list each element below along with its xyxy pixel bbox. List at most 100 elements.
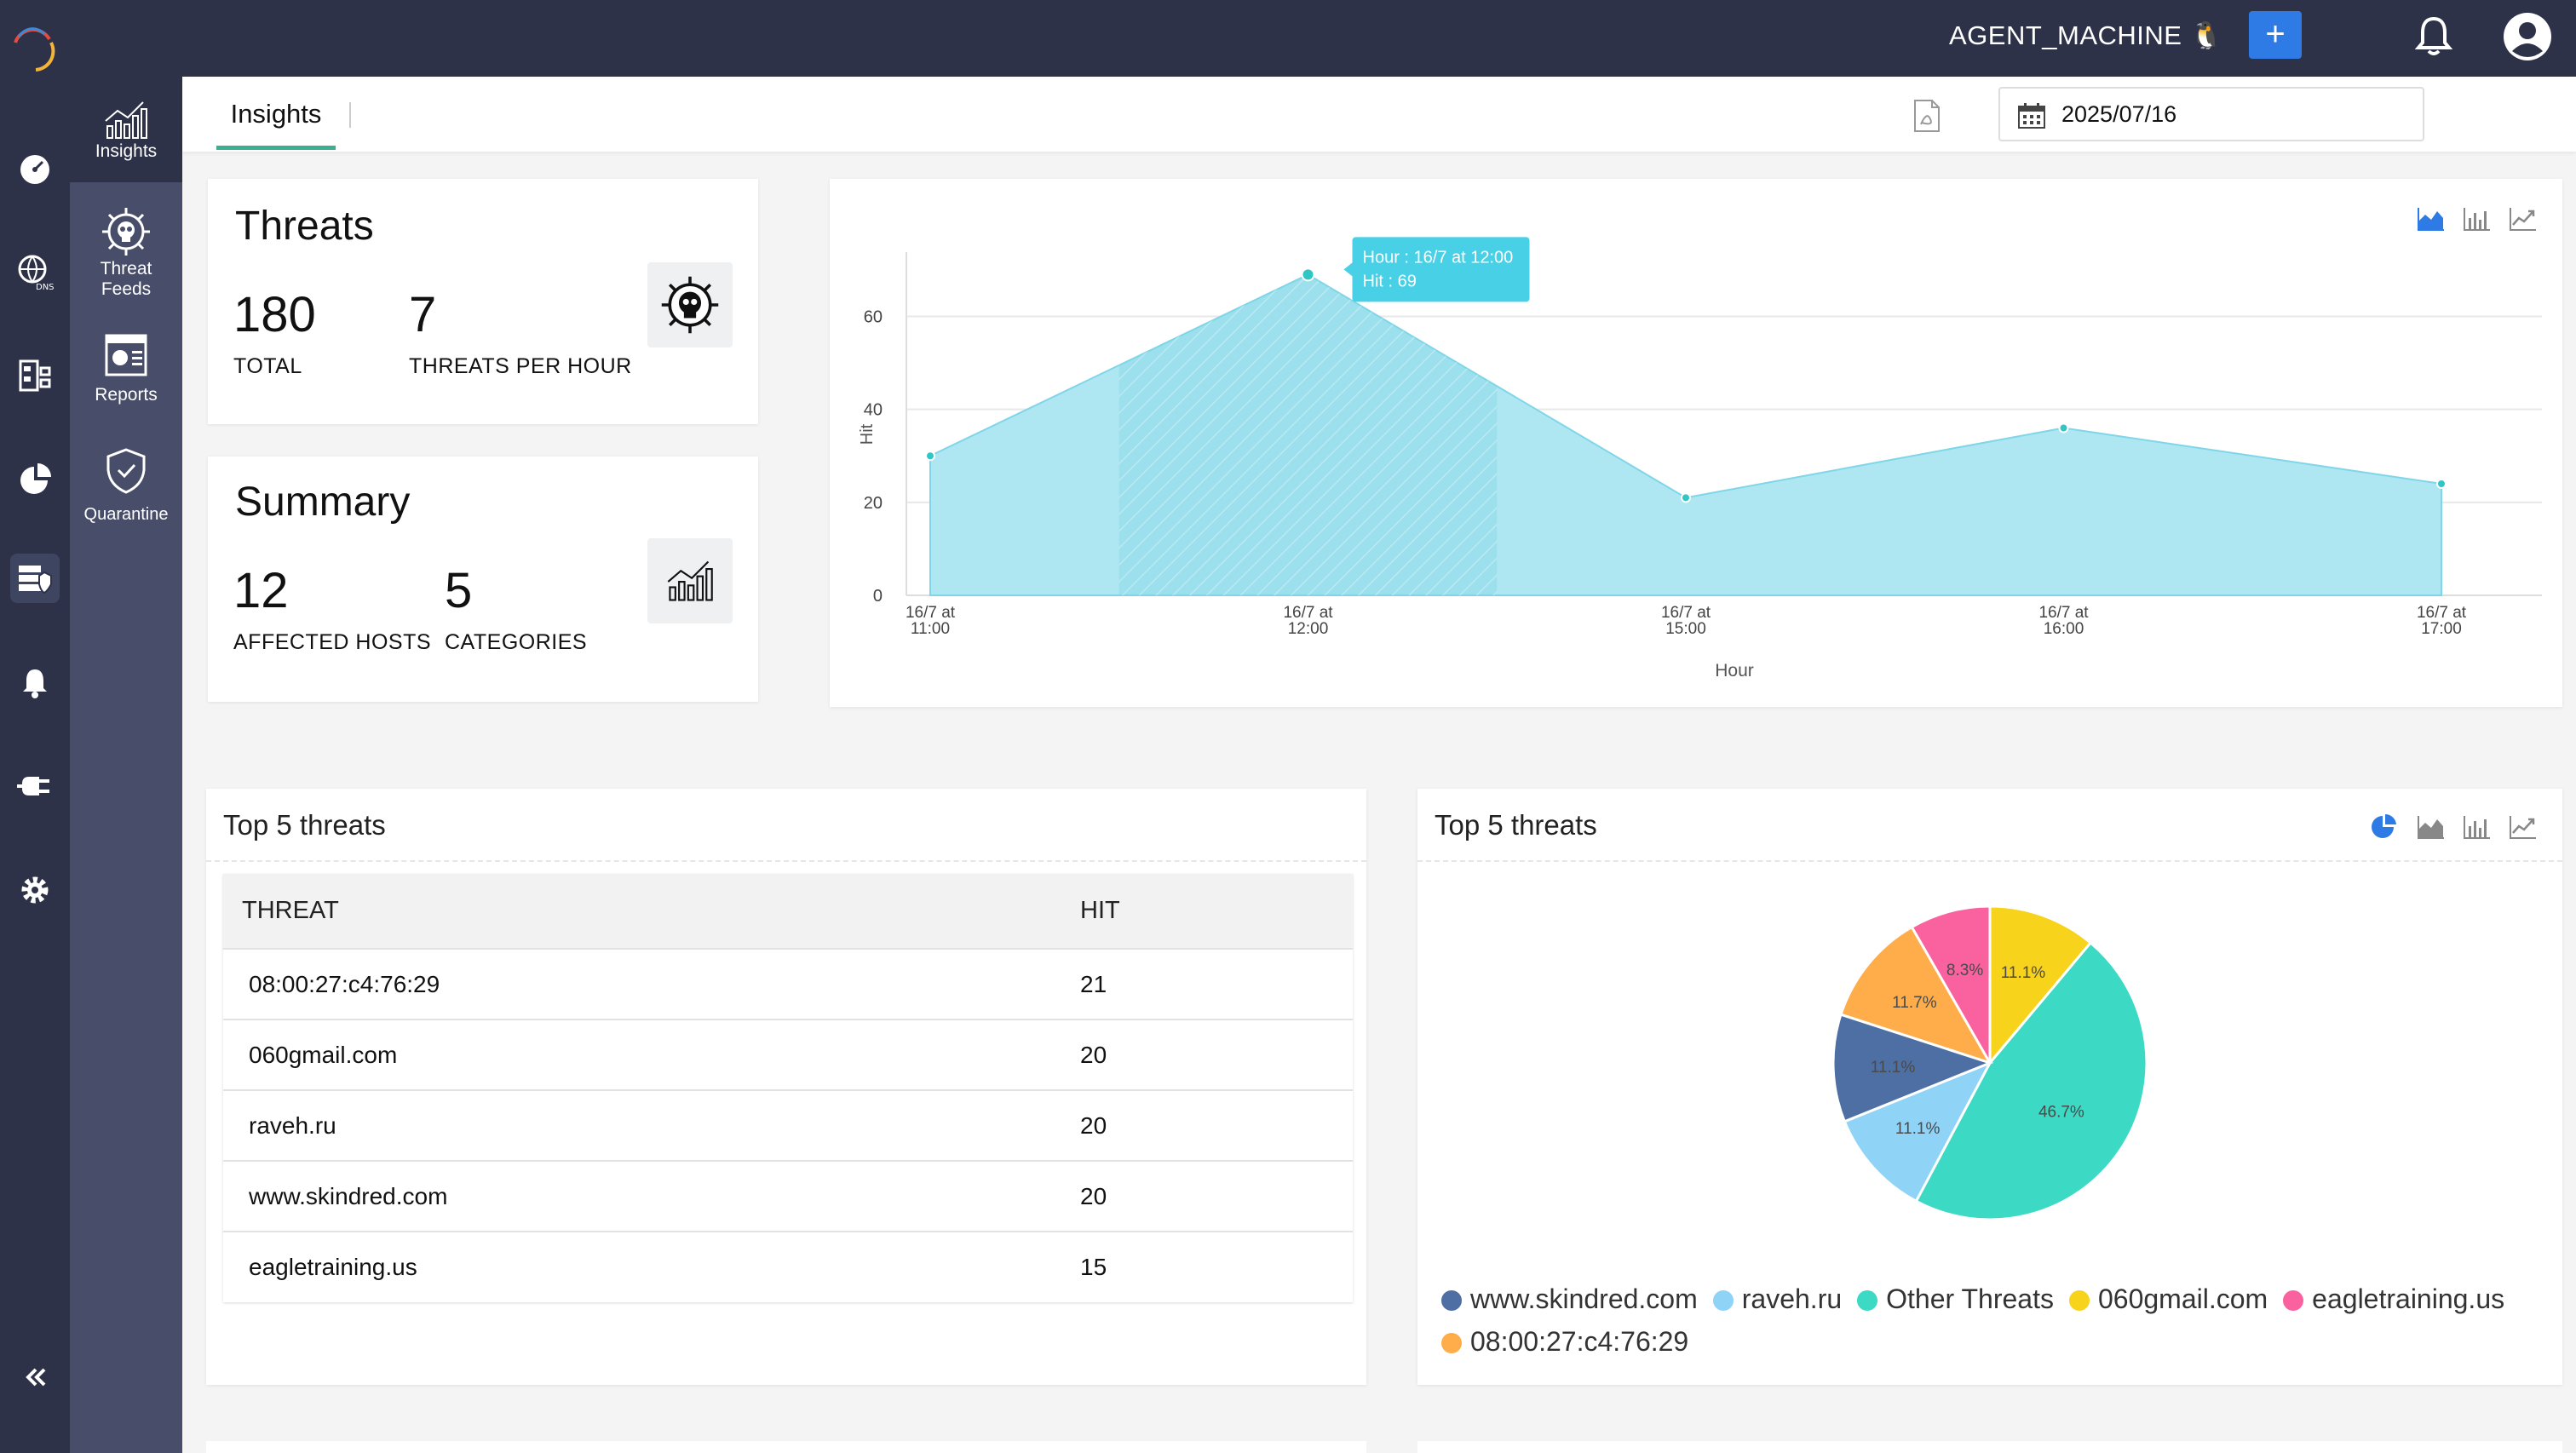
legend-swatch xyxy=(1712,1290,1734,1311)
column-header-threat[interactable]: THREAT xyxy=(223,874,1080,949)
subnav-item-quarantine[interactable]: Quarantine xyxy=(70,446,182,525)
subnav-item-insights[interactable]: Insights xyxy=(70,77,182,182)
categories-label: CATEGORIES xyxy=(445,630,588,654)
threat-server-icon[interactable] xyxy=(10,554,60,603)
table-row[interactable]: 08:00:27:c4:76:29 21 xyxy=(223,948,1353,1019)
subnav-label-quarantine: Quarantine xyxy=(83,505,169,524)
policy-list-icon[interactable] xyxy=(10,351,60,400)
y-tick-label: 40 xyxy=(864,401,883,420)
legend-item[interactable]: raveh.ru xyxy=(1712,1278,1843,1320)
shield-check-icon xyxy=(106,448,146,494)
table-row[interactable]: www.skindred.com 20 xyxy=(223,1160,1353,1232)
legend-swatch xyxy=(1441,1333,1462,1353)
affected-hosts-label: AFFECTED HOSTS xyxy=(233,630,432,654)
dns-globe-icon[interactable]: DNS xyxy=(10,247,60,296)
legend-label: Other Threats xyxy=(1886,1284,2054,1314)
legend-label: 060gmail.com xyxy=(2097,1284,2268,1314)
legend-swatch xyxy=(2283,1290,2304,1311)
settings-gear-icon[interactable] xyxy=(10,865,60,915)
legend-swatch xyxy=(2068,1290,2090,1311)
tooltip-line-2: Hit : 69 xyxy=(1363,272,1417,290)
legend-item[interactable]: 08:00:27:c4:76:29 xyxy=(1441,1320,1688,1363)
affected-hosts-value: 12 xyxy=(233,563,289,618)
y-tick-label: 0 xyxy=(873,587,883,606)
x-axis-title: Hour xyxy=(1715,661,1754,681)
line-chart-icon[interactable] xyxy=(2508,813,2537,841)
chart-tooltip: Hour : 16/7 at 12:00 Hit : 69 xyxy=(1343,237,1530,302)
insights-subnav: Insights Threat Feeds Reports Quarantine xyxy=(70,77,182,1453)
data-point[interactable] xyxy=(1681,492,1691,503)
pie-slice[interactable] xyxy=(1831,1013,1994,1123)
x-tick-label: 16/7 at 17:00 xyxy=(2417,604,2467,638)
top-threats-table: THREAT HIT 08:00:27:c4:76:29 21 060gmail.… xyxy=(223,874,1353,1302)
pie-slice[interactable] xyxy=(1914,940,2148,1221)
pie-analytics-icon[interactable] xyxy=(10,455,60,504)
threats-card-title: Threats xyxy=(235,204,374,249)
bar-chart-icon[interactable] xyxy=(2462,204,2491,233)
pie-slice-label: 11.1% xyxy=(1871,1059,1916,1077)
legend-item[interactable]: www.skindred.com xyxy=(1441,1278,1698,1320)
data-point[interactable] xyxy=(2436,479,2447,489)
insights-chart-icon xyxy=(667,560,713,601)
notifications-bell-icon[interactable] xyxy=(2411,14,2457,60)
table-row[interactable]: 060gmail.com 20 xyxy=(223,1019,1353,1090)
pie-slice[interactable] xyxy=(1843,1060,1993,1203)
table-header-row: THREAT HIT xyxy=(223,874,1353,949)
summary-card-icon-box xyxy=(647,538,733,623)
subnav-item-reports[interactable]: Reports xyxy=(70,332,182,405)
svg-text:DNS: DNS xyxy=(36,283,55,291)
line-chart-icon[interactable] xyxy=(2508,204,2537,233)
user-avatar-icon[interactable] xyxy=(2501,10,2554,63)
data-point[interactable] xyxy=(925,451,935,462)
tab-insights[interactable]: Insights xyxy=(216,77,370,152)
table-row[interactable]: eagletraining.us 15 xyxy=(223,1231,1353,1302)
section-divider xyxy=(1417,860,2562,862)
export-pdf-icon[interactable] xyxy=(1912,99,1942,133)
section-divider xyxy=(206,860,1366,862)
legend-item[interactable]: 060gmail.com xyxy=(2068,1278,2268,1320)
biohazard-skull-icon xyxy=(102,208,150,256)
alerts-bell-icon[interactable] xyxy=(10,658,60,707)
table-row[interactable]: raveh.ru 20 xyxy=(223,1089,1353,1161)
top-threats-pie-chart[interactable]: 11.7% 8.3% 11.1% 46.7% 11.1% 11.1% xyxy=(1417,860,2562,1337)
pie-slice[interactable] xyxy=(1988,905,2093,1067)
data-point[interactable] xyxy=(1301,267,1315,282)
column-header-hit[interactable]: HIT xyxy=(1080,874,1353,949)
app-logo-icon[interactable] xyxy=(7,20,61,75)
legend-label: 08:00:27:c4:76:29 xyxy=(1470,1326,1689,1357)
active-tab-underline xyxy=(216,146,336,150)
bar-chart-icon[interactable] xyxy=(2462,813,2491,841)
data-point[interactable] xyxy=(2058,422,2069,434)
subnav-item-threat-feeds[interactable]: Threat Feeds xyxy=(70,204,182,300)
pie-slice-label: 46.7% xyxy=(2038,1104,2084,1122)
legend-item[interactable]: Other Threats xyxy=(1857,1278,2054,1320)
date-picker[interactable]: 2025/07/16 xyxy=(1998,87,2424,141)
date-value: 2025/07/16 xyxy=(2061,101,2177,127)
integrations-plug-icon[interactable] xyxy=(10,761,60,811)
agent-machine-label[interactable]: AGENT_MACHINE 🐧 xyxy=(1949,20,2223,50)
summary-card-title: Summary xyxy=(235,480,411,525)
tab-separator xyxy=(349,102,351,128)
summary-card: Summary 12 AFFECTED HOSTS 5 CATEGORIES xyxy=(208,457,758,702)
add-button[interactable]: + xyxy=(2249,11,2302,59)
hits-area-chart[interactable]: 16/7 at 11:00 16/7 at 12:00 16/7 at 15:00 16/7… xyxy=(830,179,2562,707)
collapse-sidebar-icon[interactable] xyxy=(10,1352,60,1402)
hit-cell: 21 xyxy=(1080,948,1353,1019)
x-tick-label: 16/7 at 16:00 xyxy=(2038,604,2089,638)
primary-nav-rail: DNS xyxy=(0,77,70,1453)
area-chart-icon[interactable] xyxy=(2416,204,2445,233)
pie-chart-icon[interactable] xyxy=(2370,813,2399,841)
insights-icon xyxy=(105,101,147,139)
pie-chart-type-toolbar xyxy=(2370,813,2537,841)
report-icon xyxy=(105,334,147,376)
pie-slice[interactable] xyxy=(1839,925,1993,1065)
area-chart-icon[interactable] xyxy=(2416,813,2445,841)
tooltip-line-1: Hour : 16/7 at 12:00 xyxy=(1363,248,1514,267)
dashboard-gauge-icon[interactable] xyxy=(10,143,60,192)
legend-label: raveh.ru xyxy=(1741,1284,1843,1314)
threat-cell: 08:00:27:c4:76:29 xyxy=(223,948,1080,1019)
legend-item[interactable]: eagletraining.us xyxy=(2283,1278,2504,1320)
pie-slice[interactable] xyxy=(1910,905,1992,1068)
pie-slice-label: 11.1% xyxy=(2001,964,2046,982)
top-threats-table-title: Top 5 threats xyxy=(223,809,386,841)
